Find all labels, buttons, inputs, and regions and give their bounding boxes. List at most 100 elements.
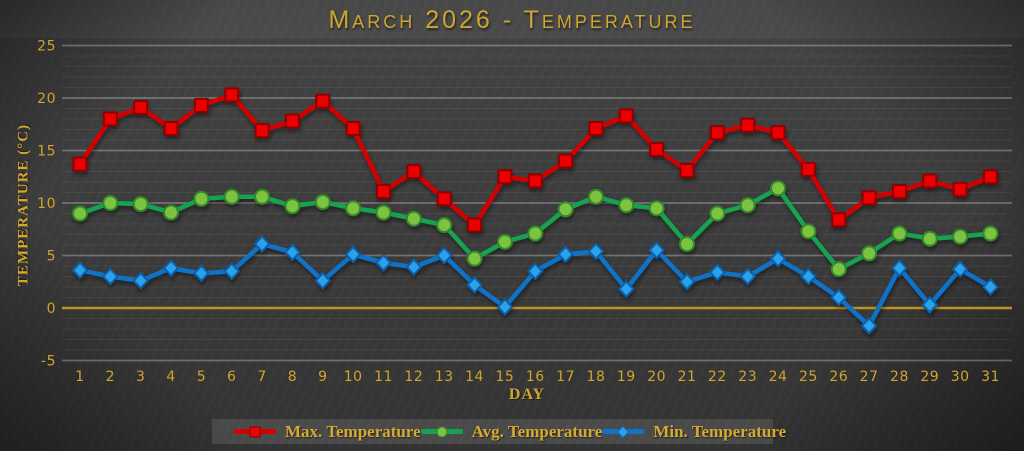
max-markers [72,87,998,233]
min-data-point [587,242,605,261]
max-data-point [193,97,209,113]
x-axis-title: Day [508,386,546,403]
y-tick-label: 10 [37,196,56,212]
x-tick-label: 14 [465,369,484,385]
avg-data-point [72,205,88,222]
legend-label: Avg. Temperature [471,421,603,441]
max-data-point [922,173,938,189]
avg-data-point [709,205,726,222]
max-data-point [436,191,452,207]
min-temperature-legend-marker-icon [602,425,645,438]
x-tick-label: 28 [890,369,909,385]
avg-data-point [436,217,453,234]
max-data-point [163,120,179,136]
max-data-point [558,153,574,169]
x-tick-label: 31 [981,369,1000,385]
legend-item-min-temperature[interactable]: Min. Temperature [602,422,786,442]
x-tick-label: 12 [404,369,423,385]
max-data-point [983,169,998,185]
max-data-point [497,169,513,185]
x-tick-label: 1 [75,369,84,385]
min-data-point [739,267,757,286]
x-tick-label: 2 [106,369,115,385]
x-tick-label: 24 [769,369,788,385]
x-tick-label: 29 [920,369,939,385]
avg-data-point [557,201,574,218]
max-data-point [831,212,847,228]
max-data-point [467,217,483,233]
x-tick-label: 21 [678,369,697,385]
min-data-point [223,262,241,281]
avg-data-point [648,200,665,217]
x-tick-labels: 1 2 3 4 5 6 7 8 9 10 11 12 13 14 15 16 17 18 19 20 21 22 23 24 2… [75,369,1000,385]
y-tick-label: 25 [37,39,56,55]
legend: Max. Temperature Avg. Temperature Min. T… [212,419,786,444]
avg-data-point [375,204,392,221]
avg-data-point [193,190,210,207]
min-data-point [557,245,574,264]
min-data-point [71,261,89,280]
max-data-point [345,120,361,136]
y-tick-label: 15 [37,144,56,160]
min-data-point [496,297,514,316]
avg-data-point [102,195,119,211]
max-data-point [72,156,88,172]
x-tick-label: 18 [587,369,606,385]
major-gridlines [62,44,1012,362]
max-data-point [618,108,634,124]
x-tick-label: 5 [197,369,206,385]
legend-item-max-temperature[interactable]: Max. Temperature [234,422,421,442]
x-tick-label: 7 [257,369,266,385]
avg-data-point [132,196,149,213]
avg-data-point [891,225,908,242]
min-data-point [921,295,939,314]
avg-data-point [405,210,422,227]
max-data-point [133,99,149,115]
avg-temperature-legend-marker-icon [420,426,463,437]
x-tick-label: 26 [829,369,848,385]
avg-data-point [496,233,513,250]
max-line [77,92,993,228]
min-data-point [435,246,453,265]
avg-data-point [314,193,331,210]
avg-data-point [921,230,938,247]
avg-data-point [254,188,271,205]
avg-data-point [770,180,787,197]
x-tick-label: 19 [617,369,636,385]
avg-data-point [618,197,635,214]
min-data-point [617,280,635,299]
avg-data-point [952,228,969,245]
y-tick-label: 0 [47,301,56,317]
max-data-point [376,183,391,199]
max-temperature-legend-marker-icon [234,426,276,437]
avg-data-point [587,188,604,205]
max-data-point [800,161,816,177]
avg-data-point [284,198,301,215]
max-data-point [102,111,118,127]
max-data-point [952,181,968,197]
min-data-point [678,272,696,291]
min-data-point [951,260,969,279]
avg-data-point [830,261,847,278]
avg-data-point [679,235,695,252]
avg-data-point [345,200,362,217]
min-data-point [405,258,423,277]
x-tick-label: 22 [708,369,727,385]
x-tick-label: 8 [288,369,297,385]
min-data-point [344,245,362,264]
min-data-point [284,243,301,262]
max-data-point [740,117,756,133]
avg-data-point [982,225,999,242]
max-data-point [709,125,725,141]
min-data-point [193,264,210,283]
x-tick-label: 13 [435,369,454,385]
min-data-point [162,259,180,278]
min-data-point [769,249,787,268]
y-tick-labels: 25 20 15 10 5 0 -5 [37,39,56,370]
max-data-point [224,87,240,103]
max-data-point [315,93,331,109]
chart-title: March 2026 - Temperature [328,6,696,34]
legend-item-avg-temperature[interactable]: Avg. Temperature [420,421,603,442]
